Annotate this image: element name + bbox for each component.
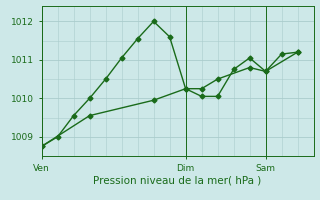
X-axis label: Pression niveau de la mer( hPa ): Pression niveau de la mer( hPa )	[93, 175, 262, 185]
